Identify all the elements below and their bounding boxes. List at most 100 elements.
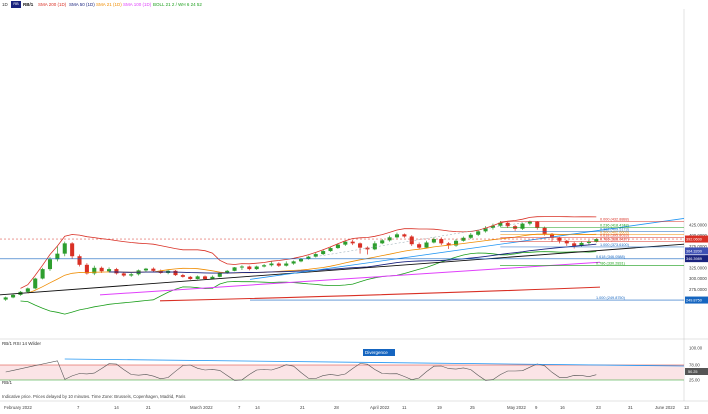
candle-body <box>99 267 104 272</box>
price-chart[interactable]: 425.0000400.0000375.0000350.0000325.0000… <box>0 9 708 414</box>
indicator-sma100[interactable]: SMA 100 (1D) <box>123 2 152 7</box>
candle-body <box>321 251 326 255</box>
candle-body <box>446 243 451 246</box>
candle-body <box>579 242 584 246</box>
candle-body <box>461 237 466 241</box>
candle-body <box>535 221 540 228</box>
candle-body <box>306 256 311 259</box>
indicator-sma200[interactable]: SMA 200 (1D) <box>38 2 67 7</box>
indicator-sma50[interactable]: SMA 50 (1D) <box>69 2 95 7</box>
symbol-label[interactable]: RB/1 <box>23 2 34 7</box>
price-tick-label: 325.0000 <box>689 265 708 270</box>
support-level-label: 1.000 (249.8750) <box>596 296 626 300</box>
disclaimer-text: Indicative price. Prices delayed by 10 m… <box>2 394 185 399</box>
support-level-label: 0.786 (330.2831) <box>596 262 626 266</box>
rsi-overbought-zone <box>0 365 684 380</box>
candle-body <box>143 268 148 271</box>
rsi-divergence-line <box>64 358 685 367</box>
candle-body <box>40 269 45 279</box>
candle-body <box>180 275 185 277</box>
candle-body <box>195 276 200 279</box>
candle-body <box>291 261 296 264</box>
price-tag-label: 392.0600 <box>686 238 702 242</box>
sma100-line <box>99 261 601 296</box>
candle-body <box>417 244 422 248</box>
fib-level-label: 0.382 (409.5173) <box>600 228 630 232</box>
rsi-line <box>5 360 597 381</box>
support-trendline <box>0 243 685 296</box>
candle-body <box>55 253 60 260</box>
rsi-title: RB/1 RSI 14 Wilder <box>2 341 42 346</box>
time-tick-label: April 2022 <box>370 405 390 410</box>
candle-body <box>232 267 237 271</box>
fib-level-label: 0.500 (402.6603) <box>600 230 630 234</box>
fib-level-label: 1.000 (373.6100) <box>600 243 630 247</box>
time-tick-label: 7 <box>238 405 241 410</box>
candle-body <box>594 239 599 242</box>
candle-body <box>498 222 503 226</box>
price-tag <box>685 255 708 263</box>
time-tick-label: 21 <box>300 405 305 410</box>
price-tick-label: 375.0000 <box>689 244 708 249</box>
rsi-symbol-label: RB/1 <box>2 380 13 385</box>
candle-body <box>33 278 38 289</box>
time-tick-label: 14 <box>255 405 260 410</box>
rsi-tick-label: 100.00 <box>689 346 703 351</box>
candle-body <box>365 247 370 250</box>
candle-body <box>335 244 340 249</box>
candle-body <box>3 297 8 300</box>
candle-body <box>269 263 274 266</box>
candle-body <box>328 248 333 252</box>
candle-body <box>298 258 304 262</box>
rsi-value-tag <box>685 368 708 375</box>
time-tick-label: 25 <box>470 405 475 410</box>
time-tick-label: 16 <box>560 405 565 410</box>
candle-body <box>276 263 281 266</box>
candle-body <box>439 239 444 244</box>
divergence-label: Divergence <box>365 350 388 355</box>
time-tick-label: June 2022 <box>655 405 676 410</box>
interval-selector[interactable]: 1D <box>2 2 8 7</box>
candle-body <box>520 223 525 229</box>
indicator-bollinger[interactable]: BOLL 21 2 / WH 6 24 52 <box>153 2 202 7</box>
candle-body <box>188 276 193 279</box>
symbol-badge: RB <box>11 1 21 8</box>
candle-body <box>372 243 377 250</box>
indicator-sma21[interactable]: SMA 21 (1D) <box>96 2 122 7</box>
chart-header: 1D RB RB/1 SMA 200 (1D) SMA 50 (1D) SMA … <box>0 0 708 9</box>
rsi-value-tag-label: 50.25 <box>688 370 698 374</box>
price-tag-label: 364.3200 <box>686 249 702 253</box>
fib-level-label: 0.236 (418.4748) <box>600 224 630 228</box>
candle-body <box>505 222 510 227</box>
candle-body <box>586 241 591 243</box>
candle-body <box>402 234 407 237</box>
sma50-line <box>108 243 597 274</box>
candle-body <box>62 243 67 254</box>
time-tick-label: 19 <box>437 405 442 410</box>
price-tick-label: 425.0000 <box>689 222 708 227</box>
candle-body <box>542 227 547 234</box>
candle-body <box>549 233 555 238</box>
candle-body <box>173 270 178 276</box>
candle-body <box>557 237 562 241</box>
candle-body <box>350 241 355 244</box>
rsi-tick-label: 78.00 <box>689 363 700 368</box>
candle-body <box>254 266 259 270</box>
sma200-line <box>159 286 601 302</box>
channel-trendline <box>249 218 685 280</box>
time-tick-label: February 2022 <box>4 405 33 410</box>
candle-body <box>114 269 119 274</box>
candle-body <box>121 273 126 276</box>
price-tick-label: 275.0000 <box>689 287 708 292</box>
candle-body <box>210 276 215 279</box>
candle-body <box>490 225 495 228</box>
candle-body <box>262 265 267 267</box>
candle-body <box>129 274 134 276</box>
candle-body <box>454 240 459 246</box>
candle-body <box>358 243 363 248</box>
candle-body <box>247 266 252 270</box>
candle-body <box>284 263 289 266</box>
candle-body <box>527 221 532 224</box>
candle-body <box>84 264 89 274</box>
